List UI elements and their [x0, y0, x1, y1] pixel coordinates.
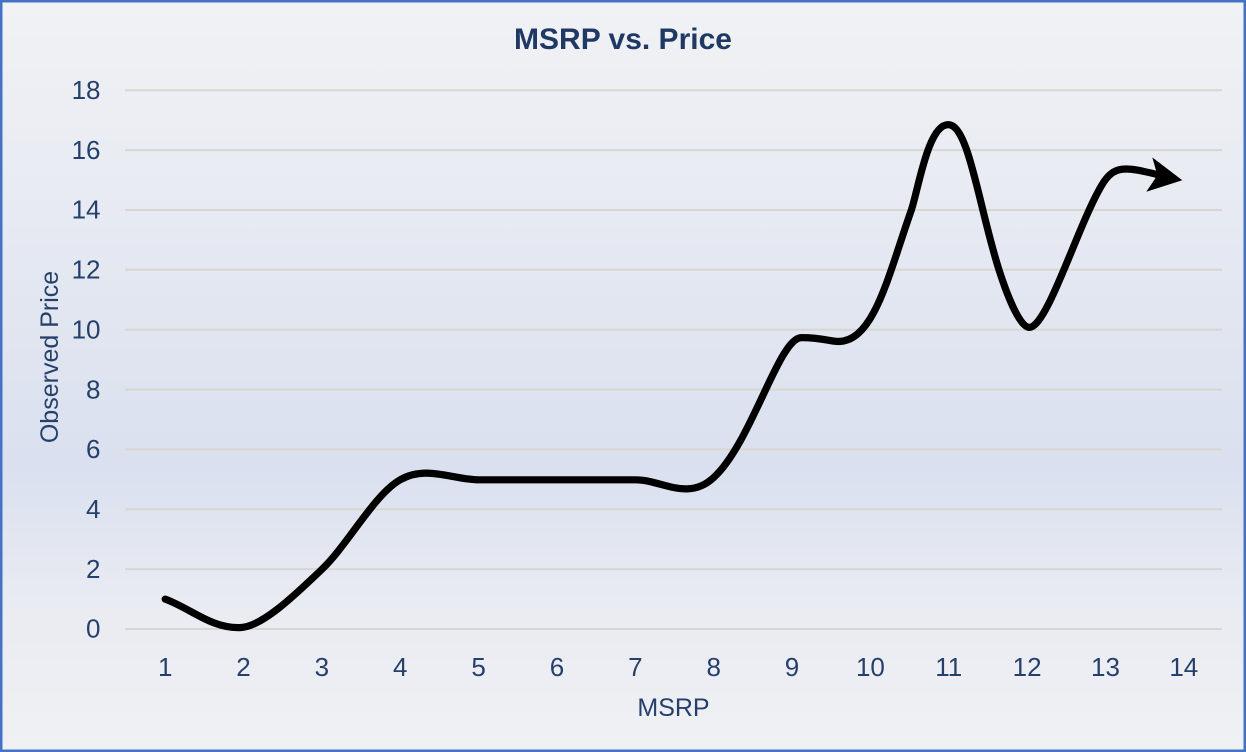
svg-text:11: 11 — [935, 652, 962, 682]
svg-text:2: 2 — [86, 554, 100, 584]
svg-text:8: 8 — [706, 652, 720, 682]
svg-text:14: 14 — [72, 195, 101, 225]
svg-text:9: 9 — [785, 652, 799, 682]
svg-text:2: 2 — [236, 652, 250, 682]
svg-text:4: 4 — [393, 652, 407, 682]
svg-text:1: 1 — [158, 652, 172, 682]
svg-text:Observed Price: Observed Price — [36, 271, 64, 443]
svg-text:6: 6 — [86, 434, 100, 464]
svg-text:6: 6 — [550, 652, 564, 682]
svg-text:10: 10 — [72, 314, 101, 344]
svg-text:0: 0 — [86, 614, 100, 644]
svg-text:4: 4 — [86, 494, 100, 524]
svg-text:18: 18 — [72, 75, 101, 105]
svg-text:10: 10 — [856, 652, 885, 682]
svg-text:12: 12 — [72, 255, 101, 285]
svg-text:14: 14 — [1169, 652, 1198, 682]
svg-text:5: 5 — [471, 652, 485, 682]
svg-text:16: 16 — [72, 135, 101, 165]
svg-text:13: 13 — [1091, 652, 1120, 682]
svg-text:MSRP: MSRP — [637, 694, 709, 722]
svg-text:MSRP vs. Price: MSRP vs. Price — [514, 23, 732, 56]
svg-text:8: 8 — [86, 374, 100, 404]
svg-text:12: 12 — [1013, 652, 1042, 682]
svg-text:7: 7 — [628, 652, 642, 682]
svg-text:3: 3 — [315, 652, 329, 682]
